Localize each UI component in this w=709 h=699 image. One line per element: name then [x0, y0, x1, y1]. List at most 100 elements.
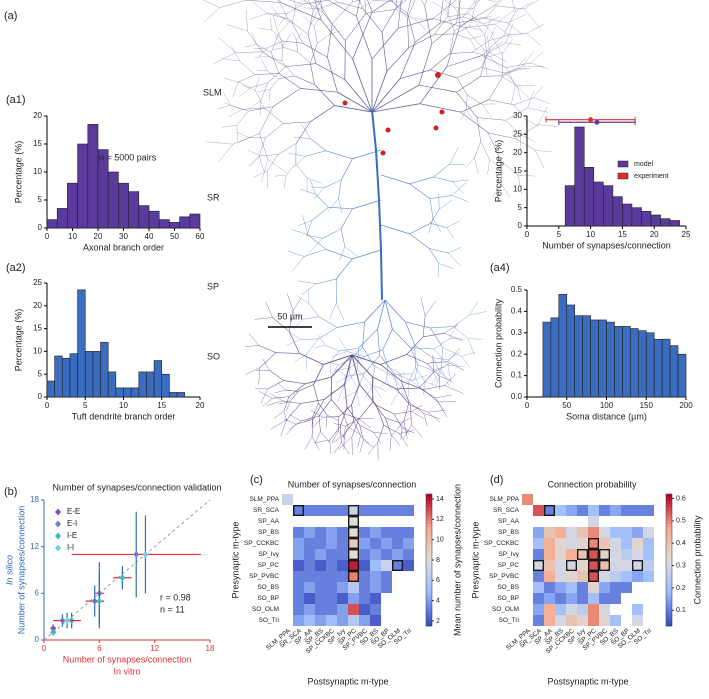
bar: [146, 372, 154, 397]
colorbar-segment: [426, 580, 432, 584]
y-tick-label: 10: [33, 347, 42, 356]
y-axis-label: Connection probability: [493, 298, 503, 388]
neuron-branch: [227, 25, 247, 32]
point: [96, 598, 102, 605]
bar: [575, 127, 585, 226]
neuron-branch: [468, 339, 474, 355]
neuron-branch: [324, 180, 341, 188]
heatmap-cell: [392, 505, 403, 516]
neuron-branch: [273, 16, 278, 34]
heatmap-cell: [282, 494, 293, 505]
colorbar-segment: [426, 586, 432, 590]
neuron-branch: [290, 333, 301, 340]
y-tick-label: 0: [38, 392, 43, 401]
neuron-branch: [250, 14, 267, 20]
neuron-branch: [332, 351, 348, 357]
heatmap-cell: [566, 527, 577, 538]
neuron-branch: [338, 385, 345, 401]
neuron-branch: [328, 199, 338, 211]
neuron-branch: [477, 118, 505, 121]
legend-marker: [55, 521, 61, 528]
neuron-branch: [197, 0, 219, 8]
neuron-branch: [489, 27, 495, 41]
neuron-branch: [283, 34, 291, 45]
neuron-branch: [447, 26, 460, 66]
neuron-branch: [359, 384, 376, 405]
bar: [641, 211, 651, 226]
y-tick-label: 0: [35, 635, 40, 644]
synapse: [435, 72, 441, 78]
neuron-branch: [255, 56, 269, 57]
heatmap-cell: [544, 615, 555, 626]
neuron-branch: [462, 352, 476, 356]
neuron-branch: [453, 315, 469, 326]
colorbar-segment: [426, 544, 432, 548]
neuron-branch: [419, 44, 432, 85]
colorbar-segment: [426, 534, 432, 538]
neuron-branch: [439, 200, 452, 209]
heatmap-cell: [370, 538, 381, 549]
neuron-branch: [264, 108, 283, 124]
bar: [78, 290, 86, 397]
neuron-branch: [307, 235, 323, 238]
neuron-branch: [387, 367, 388, 381]
heatmap-cell: [348, 582, 359, 593]
neuron-branch: [259, 391, 272, 398]
colorbar-segment: [426, 524, 432, 528]
heatmap-cell: [544, 571, 555, 582]
y-tick-label: 6: [35, 588, 40, 597]
neuron-branch: [430, 326, 453, 327]
neuron-branch: [484, 17, 500, 24]
heatmap-cell: [326, 582, 337, 593]
colorbar-segment: [426, 517, 432, 521]
neuron-branch: [270, 79, 279, 89]
x-tick-label: 20: [196, 401, 205, 410]
neuron-branch: [372, 79, 400, 112]
colorbar-segment: [666, 494, 672, 498]
neuron-branch: [255, 77, 259, 90]
neuron-branch: [257, 28, 272, 30]
colorbar-segment: [666, 550, 672, 554]
bar: [85, 351, 93, 397]
colorbar-tick-label: 6: [436, 577, 440, 584]
heatmap-cell: [566, 505, 577, 516]
neuron-branch: [271, 34, 278, 53]
colorbar-segment: [426, 596, 432, 600]
neuron-branch: [452, 182, 467, 195]
neuron-branch: [440, 0, 443, 23]
colorbar-segment: [666, 534, 672, 538]
colorbar-segment: [666, 610, 672, 614]
heatmap-cell: [599, 571, 610, 582]
neuron-branch: [325, 345, 339, 351]
neuron-branch: [474, 158, 478, 174]
bar: [55, 356, 63, 397]
neuron-branch: [410, 177, 434, 184]
heatmap-cell: [370, 560, 381, 571]
neuron-branch: [255, 318, 273, 320]
neuron-branch: [396, 9, 415, 19]
y-axis-label: Percentage (%): [13, 141, 23, 204]
bar: [646, 333, 654, 397]
neuron-branch: [313, 364, 323, 384]
neuron-branch: [372, 377, 396, 389]
colorbar-tick-label: 0.3: [676, 562, 686, 569]
neuron-branch: [485, 35, 487, 54]
heatmap-cell: [621, 549, 632, 560]
heatmap-cell: [370, 582, 381, 593]
y-tick-label: 0.0: [511, 392, 523, 401]
heatmap-cell: [392, 538, 403, 549]
y-axis-label: Percentage (%): [493, 140, 503, 203]
colorbar-tick-label: 4: [436, 597, 440, 604]
neuron-branch: [287, 4, 303, 13]
neuron-branch: [286, 64, 316, 67]
neuron-branch: [251, 83, 268, 88]
heatmap-cell: [632, 505, 643, 516]
heatmap-cell: [315, 560, 326, 571]
chart-title: Number of synapses/connection validation: [52, 482, 221, 492]
neuron-branch: [246, 0, 281, 2]
row-label: SP_BS: [258, 529, 280, 536]
neuron-branch: [310, 187, 324, 188]
colorbar-segment: [426, 550, 432, 554]
neuron-branch: [326, 249, 352, 259]
row-label: SO_Tri: [499, 617, 519, 624]
